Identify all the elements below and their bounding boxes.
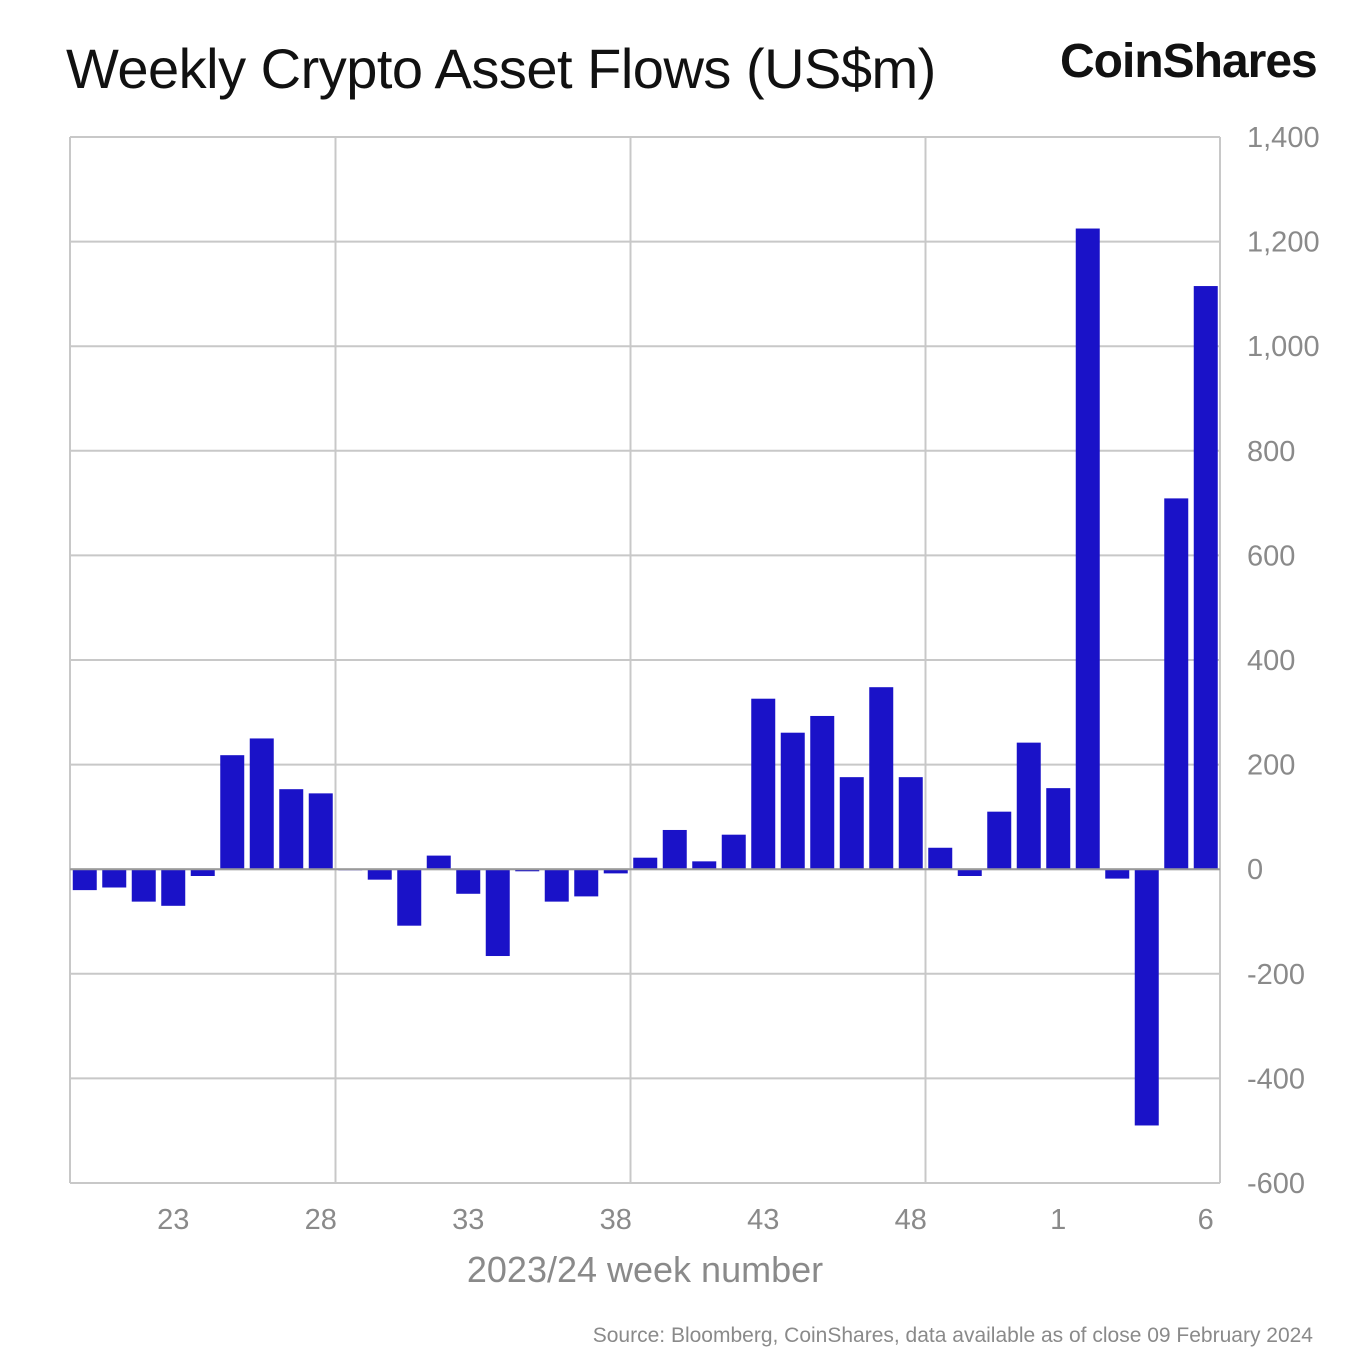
bar-week-36 xyxy=(544,869,569,902)
bar-week-48 xyxy=(898,777,923,870)
bar-week-49 xyxy=(928,847,953,870)
bar-series xyxy=(72,228,1218,1126)
bar-week-27 xyxy=(279,789,304,870)
bar-week-47 xyxy=(869,687,894,870)
bar-week-3 xyxy=(1105,869,1130,879)
chart-title: Weekly Crypto Asset Flows (US$m) xyxy=(66,37,936,100)
bar-week-21 xyxy=(102,869,127,888)
bar-week-4 xyxy=(1134,869,1159,1126)
bar-week-6 xyxy=(1193,286,1218,870)
bar-week-45 xyxy=(810,715,835,870)
bar-week-33 xyxy=(456,869,481,894)
y-tick-label: 200 xyxy=(1247,750,1295,782)
bar-week-22 xyxy=(131,869,156,902)
y-tick-label: 1,000 xyxy=(1247,331,1320,363)
x-tick-label: 43 xyxy=(747,1204,779,1236)
source-note: Source: Bloomberg, CoinShares, data avai… xyxy=(592,1324,1313,1347)
bar-week-26 xyxy=(249,738,274,870)
coinshares-logo: CoinShares xyxy=(1060,35,1318,88)
bar-week-37 xyxy=(574,869,599,897)
x-tick-label: 6 xyxy=(1198,1204,1214,1236)
bar-week-34 xyxy=(485,869,510,957)
y-tick-label: -400 xyxy=(1247,1063,1305,1095)
bar-week-46 xyxy=(839,777,864,870)
bar-week-51 xyxy=(987,811,1012,870)
bar-week-40 xyxy=(662,829,687,870)
bar-week-44 xyxy=(780,732,805,870)
bar-week-42 xyxy=(721,834,746,870)
y-tick-label: 0 xyxy=(1247,854,1263,886)
bar-week-35 xyxy=(515,869,540,872)
bar-week-20 xyxy=(72,869,97,891)
bar-week-2 xyxy=(1075,228,1100,870)
bar-week-32 xyxy=(426,855,451,870)
bar-week-38 xyxy=(603,869,628,874)
y-tick-label: 600 xyxy=(1247,540,1295,572)
bar-week-50 xyxy=(957,869,982,876)
bar-week-24 xyxy=(190,869,215,876)
bar-week-1 xyxy=(1046,788,1071,870)
bar-week-52 xyxy=(1016,742,1041,870)
y-tick-label: 1,200 xyxy=(1247,227,1320,259)
bar-week-23 xyxy=(161,869,186,906)
y-tick-label: 1,400 xyxy=(1247,122,1320,154)
bar-week-5 xyxy=(1164,498,1189,870)
bar-week-39 xyxy=(633,857,658,870)
bar-week-25 xyxy=(220,755,245,870)
x-tick-label: 1 xyxy=(1050,1204,1066,1236)
x-tick-label: 33 xyxy=(452,1204,484,1236)
y-tick-label: -200 xyxy=(1247,959,1305,991)
y-tick-label: -600 xyxy=(1247,1168,1305,1200)
y-tick-label: 400 xyxy=(1247,645,1295,677)
x-tick-label: 23 xyxy=(157,1204,189,1236)
x-axis-title: 2023/24 week number xyxy=(467,1249,823,1290)
axes: 1,400 1,200 1,000 800 600 400 200 0 -200 -400 -600… xyxy=(70,122,1320,1236)
x-tick-label: 38 xyxy=(600,1204,632,1236)
bar-week-30 xyxy=(367,869,392,880)
bar-week-28 xyxy=(308,793,333,870)
bar-week-43 xyxy=(751,698,776,870)
x-tick-label: 48 xyxy=(895,1204,927,1236)
bar-week-31 xyxy=(397,869,422,926)
y-tick-label: 800 xyxy=(1247,436,1295,468)
grid-lines xyxy=(69,136,1220,1184)
x-tick-label: 28 xyxy=(305,1204,337,1236)
bar-week-41 xyxy=(692,861,717,870)
